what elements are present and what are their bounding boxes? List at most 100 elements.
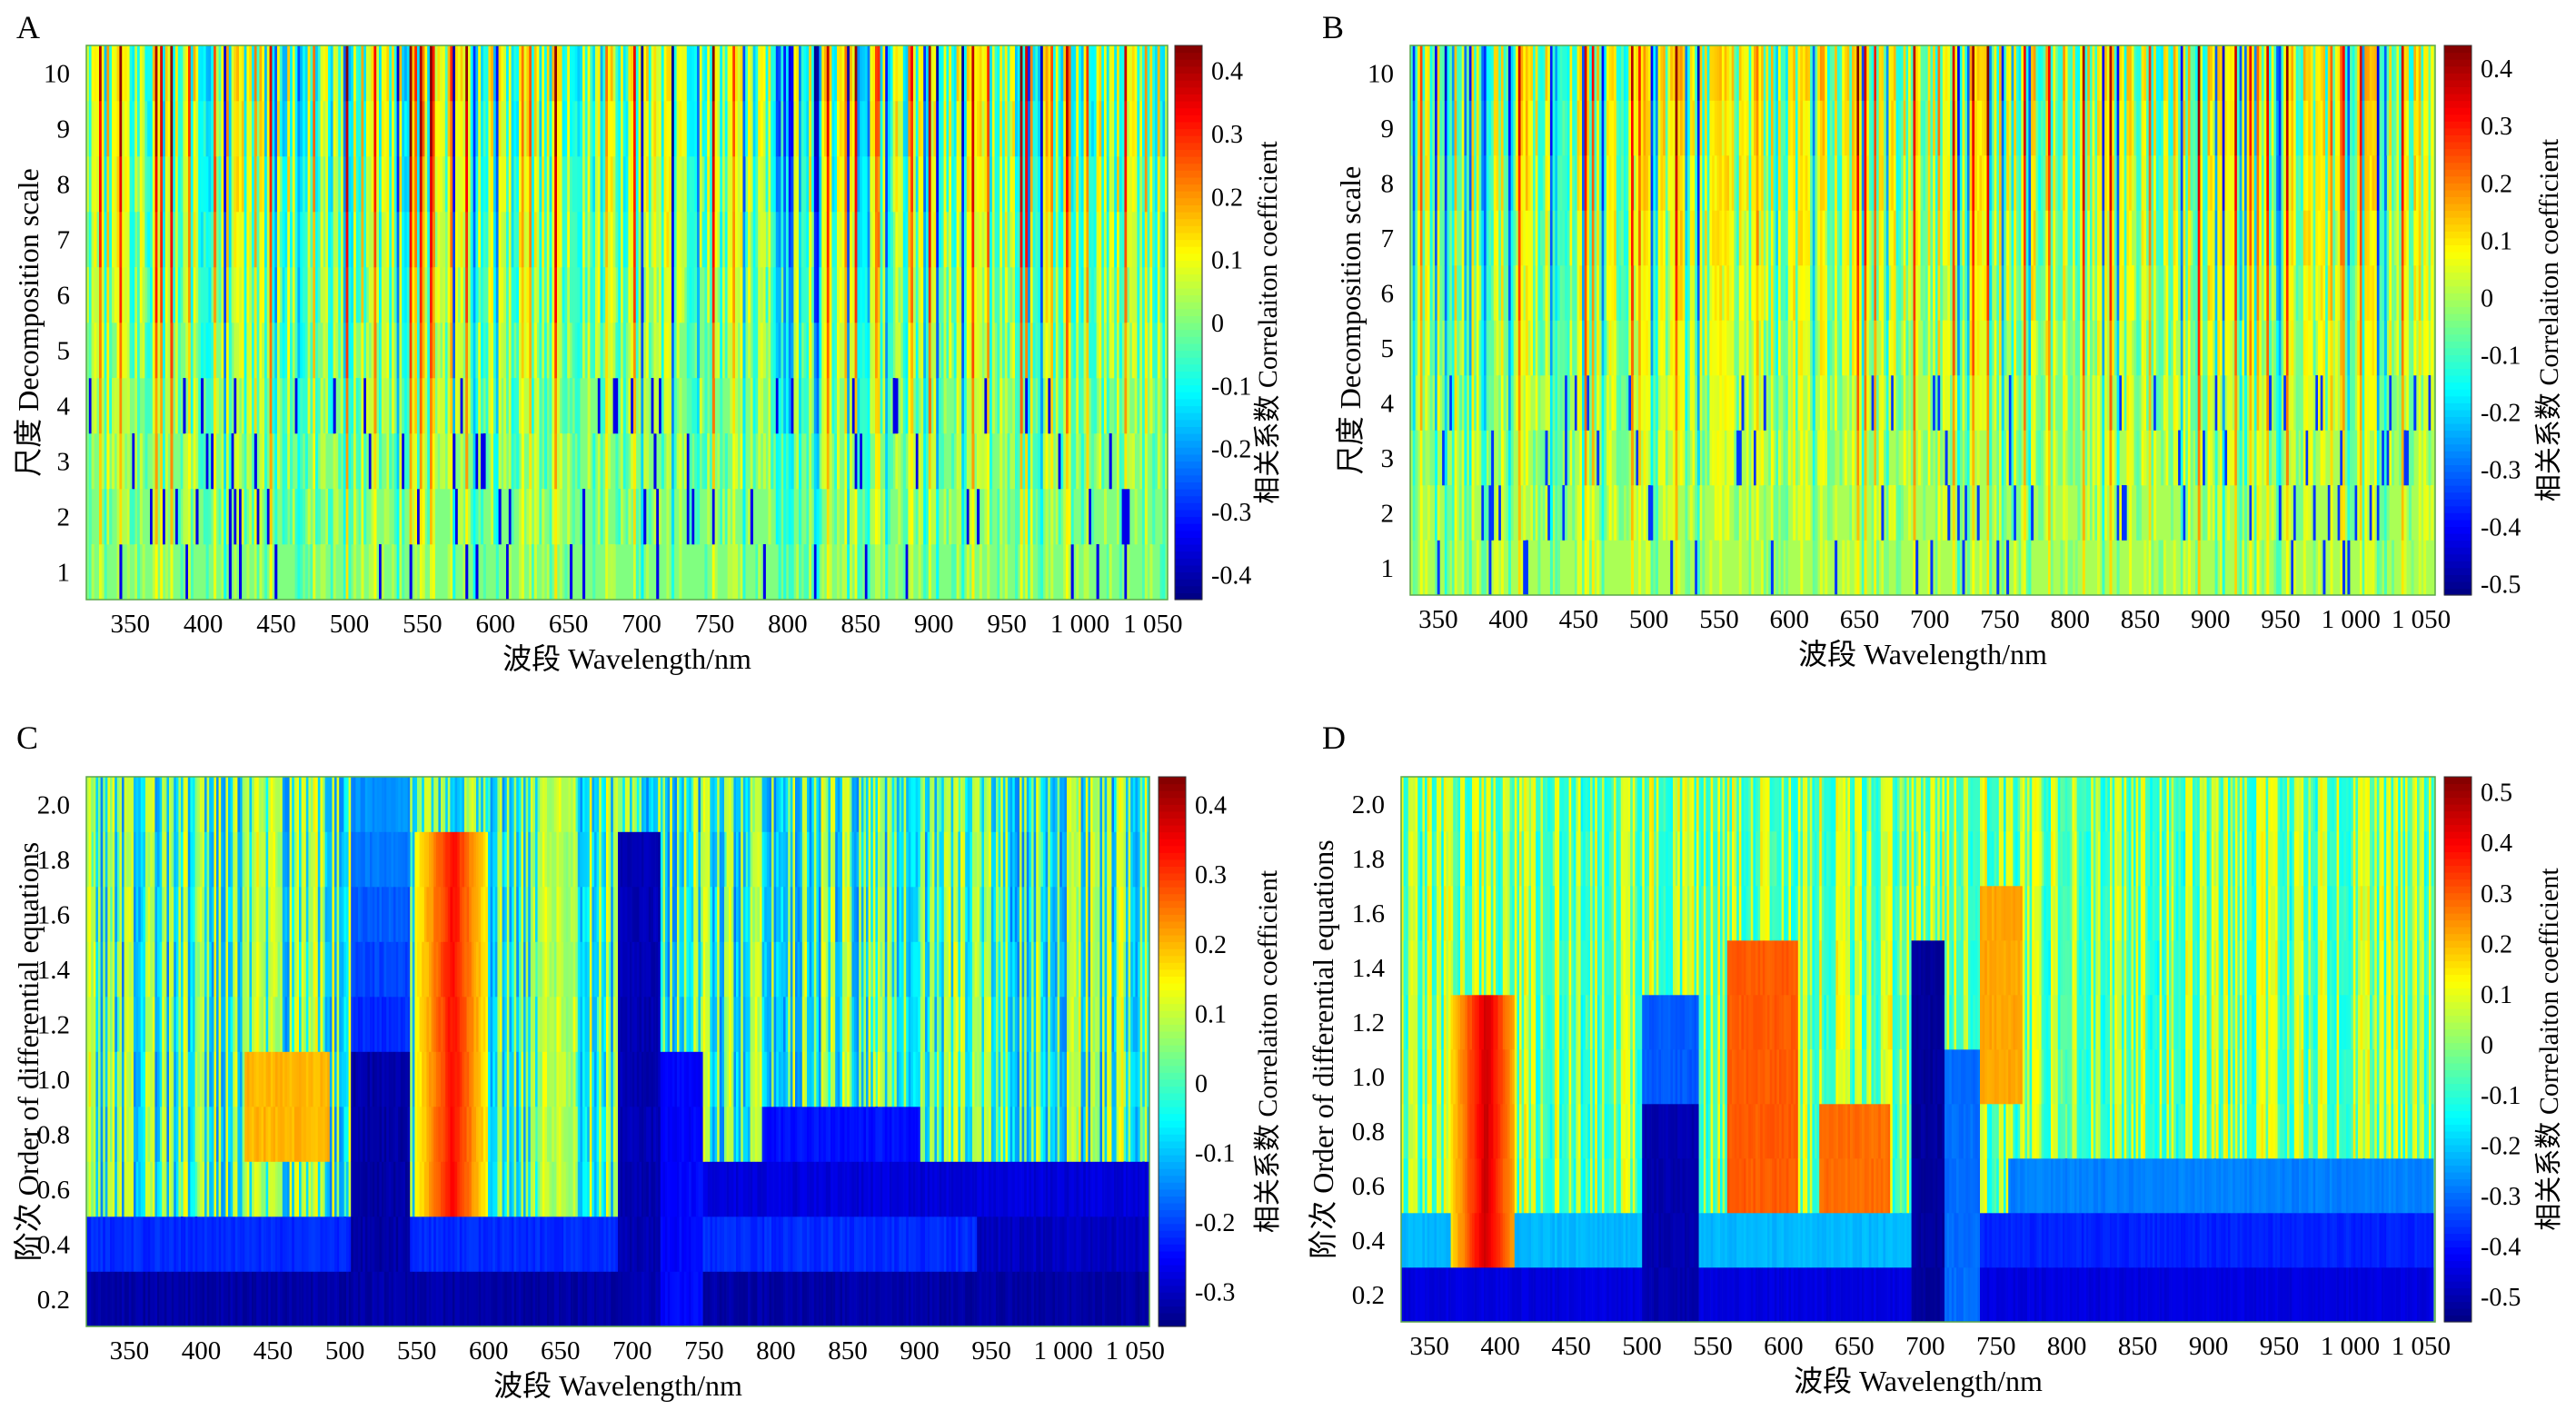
heatmap-cell	[468, 212, 472, 268]
heatmap-cell	[778, 212, 781, 268]
heatmap-cell	[1552, 430, 1556, 486]
heatmap-cell	[244, 45, 247, 102]
heatmap-cell	[740, 156, 743, 213]
heatmap-cell	[1604, 430, 1607, 486]
heatmap-cell	[96, 45, 100, 102]
heatmap-cell	[1555, 375, 1558, 431]
heatmap-cell	[1647, 540, 1651, 596]
heatmap-cell	[1444, 155, 1447, 211]
heatmap-cell	[854, 156, 858, 213]
heatmap-cell	[427, 323, 431, 379]
heatmap-cell	[1785, 265, 1789, 321]
heatmap-cell	[361, 433, 364, 490]
heatmap-cell	[686, 267, 690, 323]
heatmap-cell	[453, 489, 456, 545]
heatmap-cell	[303, 45, 306, 102]
heatmap-cell	[813, 156, 817, 213]
heatmap-cell	[1646, 375, 1649, 431]
heatmap-cell	[1579, 375, 1583, 431]
heatmap-cell	[294, 267, 298, 323]
heatmap-cell	[1754, 265, 1756, 321]
heatmap-cell	[1419, 485, 1423, 541]
heatmap-cell	[1549, 485, 1553, 541]
colorbar-segment	[1175, 592, 1202, 601]
heatmap-cell	[1476, 45, 1479, 101]
heatmap-cell	[246, 378, 250, 434]
heatmap-cell	[1157, 323, 1160, 379]
heatmap-cell	[1726, 375, 1730, 431]
heatmap-cell	[936, 433, 940, 490]
heatmap-cell	[885, 433, 889, 490]
heatmap-cell	[269, 101, 273, 157]
heatmap-cell	[910, 156, 914, 213]
heatmap-cell	[198, 378, 202, 434]
heatmap-cell	[241, 489, 244, 545]
heatmap-cell	[1017, 378, 1020, 434]
heatmap-cell	[778, 489, 781, 545]
heatmap-cell	[195, 212, 199, 268]
heatmap-cell	[368, 101, 372, 157]
heatmap-cell	[379, 323, 383, 379]
heatmap-cell	[1415, 100, 1418, 156]
heatmap-cell	[841, 323, 845, 379]
heatmap-cell	[969, 267, 972, 323]
heatmap-cell	[546, 156, 550, 213]
heatmap-cell	[355, 156, 359, 213]
heatmap-cell	[608, 45, 612, 102]
heatmap-cell	[1080, 489, 1084, 545]
heatmap-cell	[1586, 485, 1590, 541]
heatmap-cell	[282, 156, 285, 213]
heatmap-cell	[984, 433, 988, 490]
heatmap-cell	[905, 101, 909, 157]
heatmap-cell	[313, 433, 316, 490]
heatmap-cell	[908, 489, 911, 545]
heatmap-cell	[877, 433, 880, 490]
heatmap-cell	[870, 378, 873, 434]
heatmap-cell	[949, 101, 952, 157]
heatmap-cell	[633, 323, 637, 379]
heatmap-cell	[1696, 210, 1700, 266]
heatmap-cell	[1562, 100, 1566, 156]
heatmap-cell	[122, 101, 125, 157]
heatmap-cell	[307, 212, 311, 268]
heatmap-cell	[211, 45, 214, 102]
heatmap-cell	[1621, 265, 1625, 321]
heatmap-cell	[124, 212, 128, 268]
heatmap-cell	[905, 156, 909, 213]
colorbar-segment	[1175, 350, 1202, 358]
heatmap-cell	[412, 323, 415, 379]
heatmap-cell	[256, 45, 260, 102]
heatmap-cell	[284, 433, 288, 490]
x-tick-label: 800	[768, 610, 808, 639]
heatmap-cell	[508, 489, 512, 545]
colorbar-segment	[1175, 378, 1202, 386]
heatmap-cell	[928, 544, 931, 601]
heatmap-cell	[519, 212, 522, 268]
heatmap-cell	[755, 267, 759, 323]
heatmap-cell	[1579, 485, 1583, 541]
heatmap-cell	[701, 101, 705, 157]
heatmap-cell	[1155, 156, 1159, 213]
heatmap-cell	[1068, 433, 1071, 490]
heatmap-cell	[590, 45, 593, 102]
heatmap-cell	[1665, 430, 1668, 486]
heatmap-cell	[154, 156, 158, 213]
heatmap-cell	[689, 433, 692, 490]
heatmap-cell	[532, 156, 535, 213]
heatmap-cell	[964, 101, 968, 157]
heatmap-cell	[1068, 45, 1071, 102]
heatmap-cell	[154, 212, 158, 268]
heatmap-cell	[864, 378, 868, 434]
heatmap-cell	[104, 323, 107, 379]
heatmap-cell	[1751, 430, 1755, 486]
heatmap-cell	[1640, 375, 1644, 431]
heatmap-cell	[325, 267, 329, 323]
heatmap-cell	[1053, 378, 1057, 434]
heatmap-cell	[813, 45, 817, 102]
heatmap-cell	[358, 267, 362, 323]
heatmap-cell	[1476, 100, 1479, 156]
heatmap-cell	[653, 378, 657, 434]
heatmap-cell	[1032, 378, 1036, 434]
heatmap-cell	[926, 45, 930, 102]
heatmap-cell	[1486, 320, 1489, 376]
